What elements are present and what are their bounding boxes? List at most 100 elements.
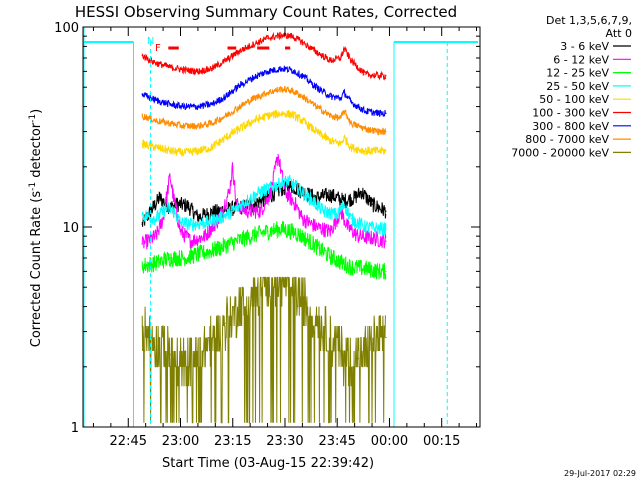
series-point-1 <box>385 240 387 242</box>
series-point-6 <box>350 101 352 103</box>
series-point-6 <box>266 70 269 72</box>
series-point-6 <box>343 91 345 94</box>
series-point-6 <box>169 103 171 106</box>
series-point-7 <box>155 120 157 122</box>
series-point-6 <box>291 69 293 71</box>
series-point-0 <box>385 210 387 212</box>
series-point-5 <box>301 41 303 43</box>
series-point-6 <box>378 112 380 114</box>
series-point-3 <box>287 180 290 182</box>
x-axis-label: Start Time (03-Aug-15 22:39:42) <box>162 456 374 471</box>
series-point-5 <box>239 50 241 52</box>
series-point-5 <box>291 35 293 37</box>
series-point-4 <box>343 136 345 139</box>
series-point-5 <box>378 75 380 77</box>
x-axis-ticks: 22:45 23:00 23:15 23:30 23:45 00:00 00:15 <box>92 27 478 449</box>
series-point-7 <box>197 125 199 127</box>
series-point-5 <box>364 73 366 75</box>
series-line-6 <box>141 65 386 118</box>
series-point-4 <box>266 115 269 117</box>
x-tick-label: 00:15 <box>423 434 460 449</box>
series-point-3 <box>273 185 276 187</box>
series-point-4 <box>155 146 157 149</box>
series-point-1 <box>232 166 234 168</box>
series-point-5 <box>211 67 213 70</box>
series-point-6 <box>239 84 241 87</box>
series-point-4 <box>385 150 387 152</box>
series-point-6 <box>301 75 303 77</box>
series-point-2 <box>239 239 241 241</box>
series-point-2 <box>308 240 310 242</box>
series-point-1 <box>169 175 171 177</box>
series-point-1 <box>284 191 286 193</box>
series-point-5 <box>340 57 342 59</box>
series-point-1 <box>155 235 157 237</box>
series-point-7 <box>183 125 185 127</box>
series-point-6 <box>141 93 143 96</box>
series-point-4 <box>280 112 283 114</box>
series-point-0 <box>141 223 143 226</box>
series-point-7 <box>340 117 342 119</box>
series-point-5 <box>329 59 331 62</box>
series-point-2 <box>336 259 338 262</box>
series-point-0 <box>360 191 363 193</box>
y-axis-label: Corrected Count Rate (s-1 detector-1) <box>28 109 44 347</box>
series-point-4 <box>253 120 255 122</box>
legend-header-line-1: Det 1,3,5,6,7,9, <box>546 14 632 27</box>
series-point-7 <box>239 105 241 108</box>
series-point-4 <box>169 150 171 152</box>
series-point-4 <box>239 128 241 130</box>
series-point-8 <box>371 343 373 345</box>
x-tick-label: 23:45 <box>318 434 355 449</box>
series-point-8 <box>253 291 255 294</box>
series-point-8 <box>141 325 143 327</box>
series-point-0 <box>329 194 331 196</box>
series-point-4 <box>329 140 331 142</box>
series-point-0 <box>378 207 380 209</box>
legend-entry-label: 300 - 800 keV <box>532 120 609 133</box>
series-point-4 <box>197 150 199 152</box>
series-point-3 <box>165 207 168 209</box>
series-point-7 <box>301 95 303 97</box>
series-point-0 <box>371 203 373 205</box>
series-point-6 <box>340 97 342 99</box>
series-point-5 <box>266 37 269 39</box>
series-point-1 <box>235 203 237 205</box>
series-point-6 <box>155 99 157 101</box>
series-point-3 <box>378 228 380 230</box>
y-axis-ticks: 1 10 100 <box>54 21 480 436</box>
series-point-4 <box>340 143 342 145</box>
series-point-6 <box>253 76 255 78</box>
x-tick-label: 23:15 <box>214 434 251 449</box>
legend-entry-label: 25 - 50 keV <box>546 80 609 93</box>
series-point-1 <box>270 191 272 193</box>
series-point-1 <box>246 210 248 212</box>
series-point-8 <box>169 354 171 356</box>
series-point-1 <box>141 243 143 245</box>
legend-entry-label: 3 - 6 keV <box>560 40 609 53</box>
series-point-7 <box>364 128 366 130</box>
series-point-4 <box>291 113 293 116</box>
series-point-8 <box>343 354 345 356</box>
series-line-7 <box>141 85 387 136</box>
series-point-8 <box>357 357 359 360</box>
series-point-3 <box>260 191 262 193</box>
series-line-3 <box>141 174 387 236</box>
flare-marker-label: F <box>155 43 161 54</box>
series-line-5 <box>141 31 387 81</box>
series-point-4 <box>364 150 366 152</box>
series-line-4 <box>141 110 387 157</box>
x-tick-label: 23:30 <box>266 434 303 449</box>
series-point-6 <box>197 105 199 108</box>
series-point-1 <box>277 154 279 156</box>
y-axis-label-part: Corrected Count Rate (s <box>29 191 44 348</box>
series-group <box>141 31 387 424</box>
series-point-8 <box>315 317 317 319</box>
series-point-1 <box>190 240 192 242</box>
series-point-0 <box>343 200 345 202</box>
series-point-8 <box>197 354 199 356</box>
series-point-5 <box>343 47 345 50</box>
series-line-1 <box>141 155 387 250</box>
y-axis-label-superscript: -1 <box>28 114 38 123</box>
